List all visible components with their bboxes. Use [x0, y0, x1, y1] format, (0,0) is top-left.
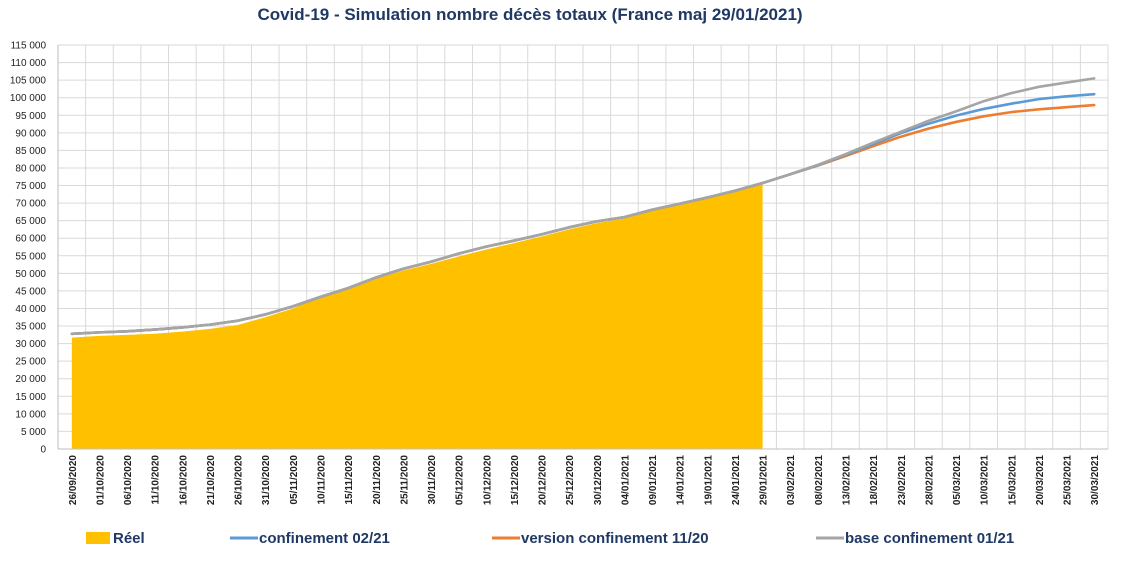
x-tick-label: 03/02/2021: [786, 455, 797, 505]
area-series-reel: [71, 183, 763, 449]
y-tick-label: 30 000: [15, 339, 46, 350]
x-tick-label: 18/02/2021: [869, 455, 880, 505]
y-tick-label: 115 000: [11, 41, 47, 52]
y-tick-label: 5 000: [21, 427, 46, 438]
x-tick-label: 24/01/2021: [731, 455, 742, 505]
legend-label: base confinement 01/21: [845, 530, 1014, 547]
x-tick-label: 30/11/2020: [427, 455, 438, 505]
x-tick-label: 10/12/2020: [482, 455, 493, 505]
x-tick-label: 04/01/2021: [620, 455, 631, 505]
x-tick-label: 30/03/2021: [1090, 455, 1101, 505]
area-layer: [71, 183, 763, 449]
legend-label: confinement 02/21: [259, 530, 390, 547]
line-layer: [70, 77, 1096, 336]
y-tick-label: 75 000: [15, 181, 46, 192]
x-tick-label: 16/10/2020: [178, 455, 189, 505]
y-tick-label: 95 000: [15, 111, 46, 122]
legend-swatch-area: [86, 532, 110, 544]
x-tick-label: 15/03/2021: [1007, 455, 1018, 505]
x-tick-label: 05/03/2021: [952, 455, 963, 505]
y-tick-label: 40 000: [15, 304, 46, 315]
x-tick-label: 01/10/2020: [95, 455, 106, 505]
x-tick-label: 26/10/2020: [234, 455, 245, 505]
y-tick-label: 60 000: [15, 234, 46, 245]
x-tick-label: 25/11/2020: [399, 455, 410, 505]
x-tick-label: 11/10/2020: [151, 455, 162, 505]
x-tick-label: 13/02/2021: [842, 455, 853, 505]
y-tick-label: 90 000: [15, 128, 46, 139]
x-tick-label: 14/01/2021: [676, 455, 687, 505]
x-tick-label: 05/12/2020: [455, 455, 466, 505]
x-tick-label: 25/12/2020: [565, 455, 576, 505]
x-tick-label: 19/01/2021: [703, 455, 714, 505]
legend-label: Réel: [113, 530, 145, 547]
x-tick-label: 08/02/2021: [814, 455, 825, 505]
y-tick-label: 100 000: [10, 93, 47, 104]
y-tick-label: 105 000: [10, 76, 47, 87]
y-tick-label: 70 000: [15, 199, 46, 210]
y-tick-label: 20 000: [15, 374, 46, 385]
y-tick-label: 0: [40, 445, 46, 456]
x-tick-label: 20/03/2021: [1035, 455, 1046, 505]
y-tick-label: 80 000: [15, 163, 46, 174]
x-tick-label: 15/11/2020: [344, 455, 355, 505]
x-tick-label: 06/10/2020: [123, 455, 134, 505]
y-tick-labels: 0 5 000 10 000 15 000 20 000 25 000 30 000 35 0…: [10, 41, 47, 456]
axes: [57, 45, 1108, 450]
x-tick-label: 20/11/2020: [372, 455, 383, 505]
y-tick-label: 55 000: [15, 251, 46, 262]
x-tick-label: 23/02/2021: [897, 455, 908, 505]
x-tick-label: 28/02/2021: [924, 455, 935, 505]
x-tick-label: 31/10/2020: [261, 455, 272, 505]
x-tick-label: 26/09/2020: [68, 455, 79, 505]
x-tick-label: 09/01/2021: [648, 455, 659, 505]
legend-label: version confinement 11/20: [521, 530, 709, 547]
x-tick-label: 21/10/2020: [206, 455, 217, 505]
line-series-3: [70, 77, 1096, 336]
y-tick-label: 85 000: [15, 146, 46, 157]
y-tick-label: 110 000: [11, 58, 47, 69]
y-tick-label: 65 000: [15, 216, 46, 227]
legend: Réel confinement 02/21 version confinement…: [86, 530, 1014, 547]
y-tick-label: 45 000: [15, 286, 46, 297]
x-tick-label: 29/01/2021: [759, 455, 770, 505]
x-tick-labels: 26/09/2020 01/10/2020 06/10/2020 11/10/2020…: [68, 455, 1101, 505]
y-tick-label: 35 000: [15, 322, 46, 333]
x-tick-label: 10/03/2021: [980, 455, 991, 505]
chart-title: Covid-19 - Simulation nombre décès totau…: [257, 5, 802, 24]
y-tick-label: 25 000: [15, 357, 46, 368]
x-tick-label: 30/12/2020: [593, 455, 604, 505]
x-tick-label: 25/03/2021: [1063, 455, 1074, 505]
y-tick-label: 15 000: [15, 392, 46, 403]
x-tick-label: 15/12/2020: [510, 455, 521, 505]
x-tick-label: 10/11/2020: [317, 455, 328, 505]
x-tick-label: 05/11/2020: [289, 455, 300, 505]
y-tick-label: 10 000: [15, 409, 46, 420]
y-tick-label: 50 000: [15, 269, 46, 280]
x-tick-label: 20/12/2020: [538, 455, 549, 505]
